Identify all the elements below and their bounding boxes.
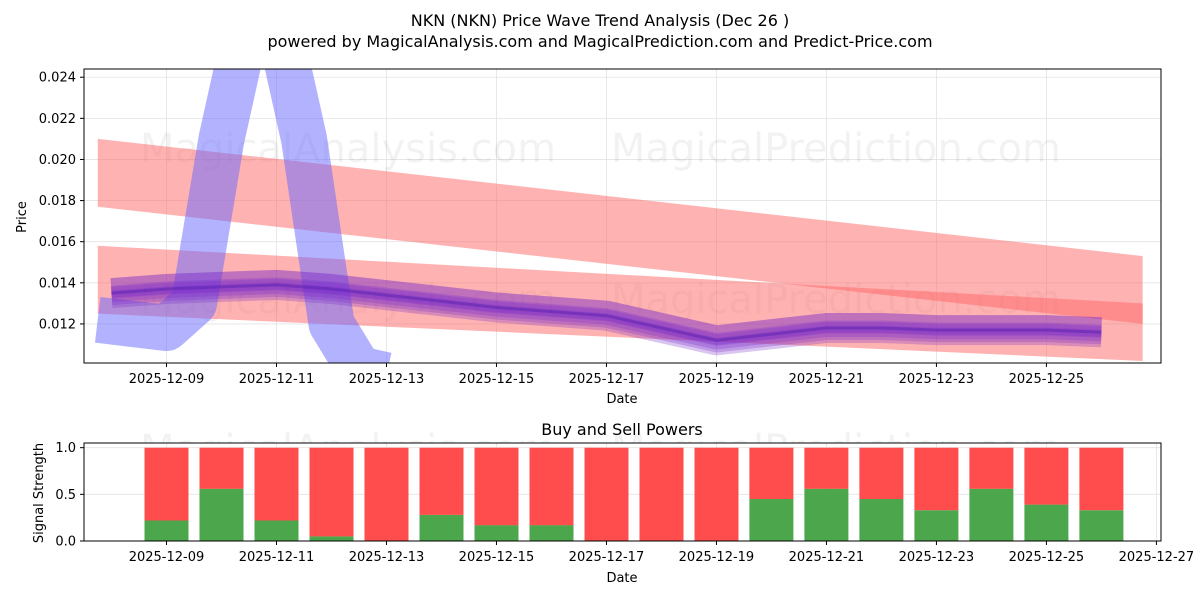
sell-bar <box>584 447 629 541</box>
chart-subtitle: powered by MagicalAnalysis.com and Magic… <box>267 32 932 51</box>
price-panel: Date Price <box>15 201 638 407</box>
sell-bar <box>914 447 959 511</box>
sell-bar <box>859 447 904 499</box>
signal-x-tick-label: 2025-12-19 <box>679 550 755 565</box>
buy-bar <box>529 525 574 541</box>
chart-title: NKN (NKN) Price Wave Trend Analysis (Dec… <box>411 11 790 30</box>
purple-price-line <box>111 283 1102 342</box>
price-x-tick-label: 2025-12-13 <box>349 372 425 387</box>
sell-bar <box>144 447 189 521</box>
buy-bar <box>804 488 849 541</box>
signal-x-tick-label: 2025-12-21 <box>789 550 865 565</box>
purple-price-wave <box>110 278 1102 353</box>
price-y-axis-label: Price <box>15 201 30 233</box>
sell-bar <box>364 447 409 541</box>
price-x-axis-label: Date <box>606 392 637 407</box>
signal-ticks: 2025-12-09 2025-12-11 2025-12-13 2025-12-15… <box>55 441 1194 565</box>
sell-bar <box>694 447 739 541</box>
price-y-tick-label: 0.012 <box>39 317 76 332</box>
price-y-tick-label: 0.022 <box>39 112 76 127</box>
sell-bar <box>1079 447 1124 511</box>
buy-bar <box>309 536 354 541</box>
price-x-tick-label: 2025-12-21 <box>789 372 865 387</box>
price-series-group <box>94 69 1143 363</box>
buy-bar <box>254 520 299 541</box>
sell-bar <box>199 447 244 489</box>
price-plot-frame <box>83 68 1162 364</box>
price-x-tick-label: 2025-12-23 <box>899 372 975 387</box>
blue-wave-band <box>94 69 392 363</box>
buy-bar <box>914 510 959 541</box>
price-x-tick-label: 2025-12-09 <box>129 372 205 387</box>
red-trend-band-upper <box>97 138 1143 324</box>
price-x-tick-label: 2025-12-19 <box>679 372 755 387</box>
buy-bar <box>1079 510 1124 541</box>
price-y-tick-label: 0.020 <box>39 153 76 168</box>
price-x-tick-label: 2025-12-11 <box>239 372 315 387</box>
sell-bar <box>749 447 794 499</box>
sell-bar <box>969 447 1014 489</box>
signal-bars <box>144 447 1124 541</box>
price-y-tick-label: 0.018 <box>39 194 76 209</box>
signal-x-tick-label: 2025-12-25 <box>1009 550 1085 565</box>
signal-x-tick-label: 2025-12-23 <box>899 550 975 565</box>
signal-x-tick-label: 2025-12-27 <box>1119 550 1195 565</box>
buy-bar <box>199 488 244 541</box>
signal-panel: Buy and Sell Powers Date Signal Strength <box>32 420 703 586</box>
red-trend-band-lower <box>97 245 1143 361</box>
price-y-tick-label: 0.024 <box>39 71 76 86</box>
sell-bar <box>529 447 574 526</box>
signal-x-tick-label: 2025-12-11 <box>239 550 315 565</box>
signal-x-tick-label: 2025-12-09 <box>129 550 205 565</box>
price-x-tick-label: 2025-12-25 <box>1009 372 1085 387</box>
buy-bar <box>419 514 464 541</box>
buy-bar <box>859 499 904 541</box>
sell-bar <box>419 447 464 515</box>
price-y-tick-label: 0.014 <box>39 276 76 291</box>
price-x-tick-label: 2025-12-17 <box>569 372 645 387</box>
sell-bar <box>474 447 519 526</box>
signal-x-axis-label: Date <box>606 571 637 586</box>
buy-bar <box>144 520 189 541</box>
price-x-tick-label: 2025-12-15 <box>459 372 535 387</box>
sell-bar <box>309 447 354 537</box>
buy-bar <box>1024 504 1069 541</box>
buy-bar <box>749 499 794 541</box>
price-ticks: 2025-12-09 2025-12-11 2025-12-13 2025-12-15… <box>39 71 1084 387</box>
signal-y-tick-label: 0.5 <box>55 488 76 503</box>
signal-x-tick-label: 2025-12-17 <box>569 550 645 565</box>
signal-plot-frame <box>83 442 1162 542</box>
buy-bar <box>969 488 1014 541</box>
sell-bar <box>1024 447 1069 505</box>
purple-price-wave <box>110 269 1102 350</box>
signal-x-tick-label: 2025-12-13 <box>349 550 425 565</box>
watermark-text: MagicalPrediction.com <box>611 126 1061 172</box>
sell-bar <box>804 447 849 489</box>
signal-y-axis-label: Signal Strength <box>32 443 47 543</box>
sell-bar <box>254 447 299 521</box>
price-y-tick-label: 0.016 <box>39 235 76 250</box>
signal-chart-title: Buy and Sell Powers <box>541 420 703 439</box>
signal-y-tick-label: 0.0 <box>55 535 76 550</box>
sell-bar <box>639 447 684 541</box>
buy-bar <box>474 525 519 541</box>
signal-x-tick-label: 2025-12-15 <box>459 550 535 565</box>
signal-y-tick-label: 1.0 <box>55 441 76 456</box>
